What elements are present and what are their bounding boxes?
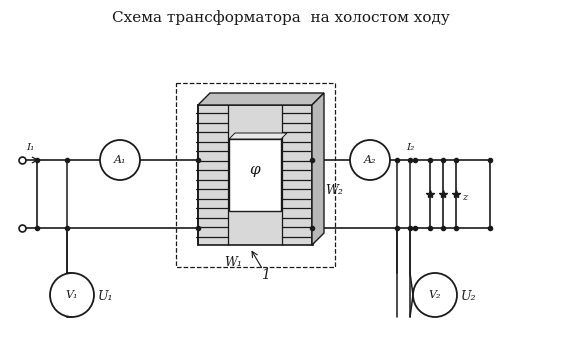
Circle shape [350,140,390,180]
Text: I₁: I₁ [26,143,34,152]
Text: Схема трансформатора  на холостом ходу: Схема трансформатора на холостом ходу [112,10,450,25]
Circle shape [50,273,94,317]
Text: A₁: A₁ [114,155,126,165]
Text: I₂: I₂ [406,143,414,152]
Text: W₂: W₂ [325,184,343,197]
Bar [176,83,335,267]
Bar [229,139,281,211]
Polygon shape [229,133,287,139]
Text: A₂: A₂ [364,155,376,165]
Circle shape [413,273,457,317]
Polygon shape [312,93,324,245]
Text: φ: φ [250,163,260,177]
Text: W₁: W₁ [224,257,242,269]
Bar [198,105,313,245]
Text: U₂: U₂ [461,290,477,303]
Circle shape [100,140,140,180]
Text: 1: 1 [261,268,269,282]
Text: z: z [462,193,467,202]
Polygon shape [198,93,324,105]
Text: U₁: U₁ [98,290,114,303]
Text: V₁: V₁ [66,290,78,300]
Text: V₂: V₂ [429,290,441,300]
